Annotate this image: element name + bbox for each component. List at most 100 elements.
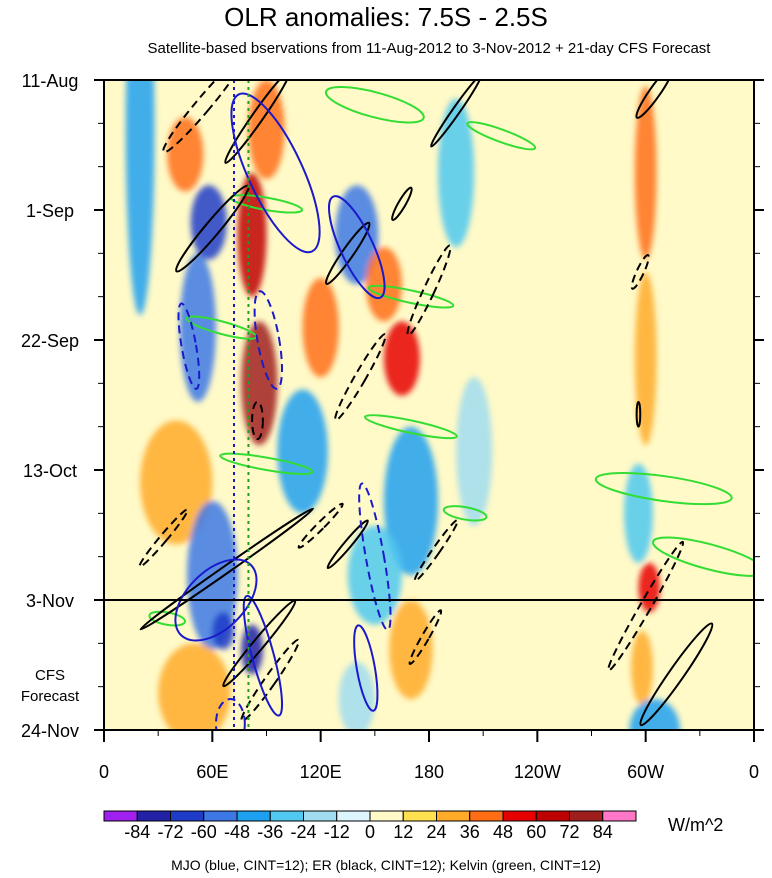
er-contour-15 (408, 609, 443, 666)
anomaly-blob-11 (158, 643, 231, 730)
x-tick-label-6: 0 (749, 762, 759, 782)
colorbar-swatch-12 (502, 810, 537, 822)
anomaly-blob-22 (456, 377, 493, 526)
er-contour-0 (162, 80, 245, 154)
er-contour-21 (639, 622, 714, 727)
colorbar-label-14: 84 (593, 822, 613, 842)
y-tick-label-0: 11-Aug (22, 71, 79, 91)
anomaly-blob-13 (302, 278, 339, 378)
er-contour-8 (139, 507, 315, 631)
x-tick-label-4: 120W (514, 762, 561, 782)
axes: 11-Aug 1-Sep 22-Sep 13-Oct 3-Nov 24-Nov 0 60E 12… (21, 71, 764, 782)
colorbar-swatch-3 (203, 810, 238, 822)
anomaly-blob-20 (338, 661, 375, 730)
mjo-contour-1 (328, 195, 386, 300)
er-contour-6 (334, 333, 387, 422)
kelvin-contour-0 (324, 86, 425, 124)
colorbar-swatch-14 (569, 810, 604, 822)
colorbar-label-2: -60 (191, 822, 217, 842)
er-contour-16 (430, 80, 483, 148)
colorbar-swatch-4 (236, 810, 271, 822)
kelvin-contour-6 (219, 452, 314, 475)
y-tick-label-3: 13-Oct (23, 461, 77, 481)
y-tick-label-2: 22-Sep (21, 331, 79, 351)
anomaly-blob-17 (383, 426, 439, 576)
er-contour-5 (406, 244, 452, 337)
colorbar-label-0: -84 (124, 822, 150, 842)
colorbar-swatch-9 (402, 810, 437, 822)
kelvin-contour-7 (442, 505, 488, 522)
anomaly-blob-0 (125, 80, 155, 316)
forecast-label-line-1: CFS (35, 667, 65, 684)
anomaly-blob-25 (624, 463, 653, 563)
er-contour-14 (240, 638, 300, 723)
mjo-contour-7 (353, 624, 379, 712)
anomaly-blob-7 (241, 321, 278, 446)
er-contour-17 (635, 80, 674, 119)
er-contour-4 (391, 186, 413, 221)
colorbar-label-11: 48 (493, 822, 513, 842)
colorbar-label-10: 36 (460, 822, 480, 842)
er-contour-19 (635, 400, 642, 428)
overlay-legend: MJO (blue, CINT=12); ER (black, CINT=12)… (171, 857, 601, 873)
x-tick-label-0: 0 (99, 762, 109, 782)
anomaly-blob-23 (634, 86, 657, 260)
colorbar-swatch-5 (269, 810, 304, 822)
x-tick-label-1: 60E (196, 762, 228, 782)
colorbar-swatch-6 (303, 810, 338, 822)
colorbar: -84 -72 -60 -48 -36 -24 -12 0 12 24 36 48 60 72 84 (103, 810, 637, 842)
colorbar-label-13: 72 (559, 822, 579, 842)
anomaly-blob-1 (167, 117, 204, 192)
anomaly-blob-14 (335, 185, 379, 285)
colorbar-label-9: 24 (426, 822, 446, 842)
x-tick-label-2: 120E (300, 762, 342, 782)
anomaly-blob-8 (248, 80, 285, 180)
forecast-label-line-2: Forecast (20, 688, 80, 705)
er-contour-20 (607, 540, 685, 672)
plot-area (94, 79, 764, 731)
y-tick-label-4: 3-Nov (26, 591, 74, 611)
er-contour-7 (251, 400, 264, 441)
colorbar-label-1: -72 (157, 822, 183, 842)
anomaly-blob-3 (179, 253, 216, 402)
colorbar-label-6: -12 (324, 822, 350, 842)
er-contour-3 (324, 221, 371, 285)
chart-subtitle: Satellite-based bservations from 11-Aug-… (147, 40, 711, 57)
colorbar-label-7: 0 (365, 822, 375, 842)
anomaly-blob-27 (631, 630, 653, 706)
anomaly-blob-24 (634, 271, 657, 446)
forecast-label: CFS Forecast (0, 665, 100, 707)
er-contour-12 (413, 518, 459, 582)
chart-title: OLR anomalies: 7.5S - 2.5S (224, 2, 548, 32)
er-contour-9 (138, 508, 189, 568)
colorbar-label-4: -36 (257, 822, 283, 842)
mjo-contour-3 (253, 290, 284, 390)
mjo-contour-4 (358, 482, 392, 631)
kelvin-contour-9 (651, 536, 754, 577)
colorbar-swatch-1 (136, 810, 171, 822)
er-contour-10 (297, 502, 344, 549)
anomaly-blob-26 (638, 562, 661, 613)
colorbar-label-8: 12 (393, 822, 413, 842)
mjo-contour-5 (174, 558, 258, 642)
x-tick-label-5: 60W (627, 762, 664, 782)
mjo-contour-8 (214, 698, 246, 730)
anomaly-blob-12 (277, 389, 328, 514)
er-contour-1 (224, 80, 291, 164)
colorbar-swatch-0 (103, 810, 138, 822)
colorbar-swatch-8 (369, 810, 404, 822)
colorbar-label-3: -48 (224, 822, 250, 842)
colorbar-swatch-10 (436, 810, 471, 822)
colorbar-label-12: 60 (526, 822, 546, 842)
anomaly-blob-4 (140, 420, 213, 545)
kelvin-contour-5 (364, 414, 458, 440)
kelvin-contour-3 (367, 284, 455, 309)
anomaly-blob-6 (237, 172, 267, 297)
anomaly-blob-19 (389, 600, 433, 700)
colorbar-swatch-7 (336, 810, 371, 822)
wave-contours (138, 80, 754, 730)
anomaly-blob-21 (438, 98, 475, 248)
colorbar-swatch-13 (535, 810, 570, 822)
mjo-contour-0 (230, 92, 321, 254)
kelvin-contour-1 (466, 121, 537, 151)
